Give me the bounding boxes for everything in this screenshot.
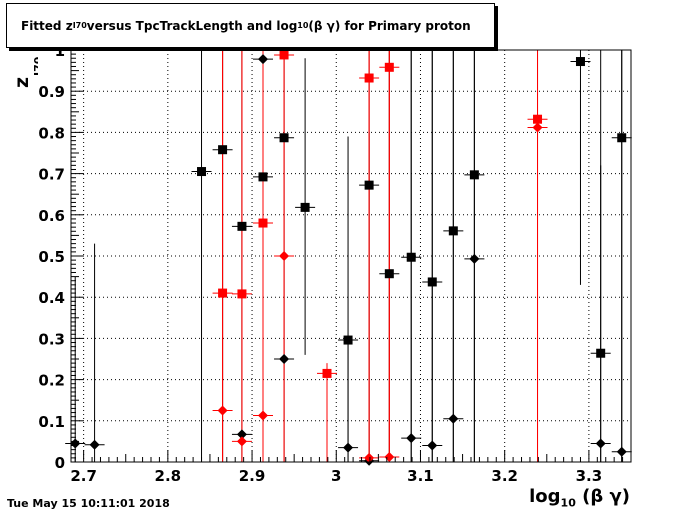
- data-point-diamond: [384, 452, 395, 463]
- data-point-square: [617, 133, 627, 143]
- data-point-square: [596, 348, 606, 358]
- y-tick-label: 0.6: [38, 207, 65, 225]
- data-point-square: [258, 218, 268, 228]
- x-tick-label: 3.3: [576, 467, 603, 485]
- x-tick-label: 2.9: [239, 467, 266, 485]
- title-mid: versus TpcTrackLength and log: [86, 18, 298, 33]
- data-point-diamond: [448, 413, 459, 424]
- y-tick-label: 0: [55, 454, 65, 472]
- x-tick-label: 3.1: [407, 467, 434, 485]
- data-point-diamond: [236, 436, 247, 447]
- data-point-diamond: [217, 405, 228, 416]
- x-axis-label: log10 (β γ): [529, 486, 630, 510]
- data-point-square: [279, 50, 289, 60]
- y-tick-label: 0.1: [38, 413, 65, 431]
- data-point-diamond: [406, 433, 417, 444]
- y-tick-label: 0.4: [38, 289, 65, 307]
- chart-title: Fitted z I70 versus TpcTrackLength and lo…: [6, 3, 495, 48]
- x-tick-label: 2.8: [155, 467, 182, 485]
- data-point-diamond: [616, 446, 627, 457]
- data-point-square: [448, 226, 458, 236]
- svg-text:I70: I70: [32, 56, 38, 76]
- data-point-diamond: [279, 354, 290, 364]
- data-point-square: [575, 57, 585, 67]
- y-tick-label: 1: [55, 42, 65, 60]
- data-point-diamond: [532, 122, 543, 133]
- svg-text:z: z: [11, 77, 33, 88]
- y-tick-label: 0.8: [38, 124, 65, 142]
- error-bars: [65, 50, 632, 462]
- data-point-diamond: [279, 251, 290, 261]
- x-tick-label: 3.2: [491, 467, 518, 485]
- data-point-square: [427, 277, 437, 287]
- data-point-square: [469, 170, 479, 180]
- y-tick-label: 0.9: [38, 83, 65, 101]
- data-point-diamond: [89, 439, 100, 450]
- title-suffix: (β γ) for Primary proton: [308, 18, 471, 33]
- markers: [70, 50, 627, 466]
- data-point-square: [384, 62, 394, 72]
- date-stamp: Tue May 15 10:11:01 2018: [7, 497, 170, 510]
- title-prefix: Fitted z: [21, 18, 73, 33]
- y-tick-label: 0.3: [38, 330, 65, 348]
- title-sub: I70: [72, 21, 87, 30]
- y-tick-label: 0.7: [38, 166, 65, 184]
- data-point-square: [197, 167, 207, 177]
- y-tick-label: 0.2: [38, 372, 65, 390]
- data-point-diamond: [427, 440, 438, 451]
- data-point-square: [218, 288, 228, 298]
- x-tick-label: 3: [331, 467, 341, 485]
- data-point-diamond: [258, 54, 268, 65]
- grid: [71, 50, 631, 462]
- data-point-square: [533, 114, 543, 124]
- data-point-diamond: [258, 410, 268, 421]
- y-axis-label: z I70: [11, 56, 38, 88]
- data-point-square: [406, 252, 416, 262]
- data-point-square: [258, 172, 268, 182]
- data-point-square: [237, 289, 247, 299]
- x-tick-label: 2.7: [70, 467, 97, 485]
- data-point-square: [218, 145, 228, 155]
- data-point-diamond: [343, 442, 354, 453]
- data-point-square: [364, 73, 374, 83]
- data-point-diamond: [70, 438, 81, 449]
- data-point-square: [300, 202, 310, 212]
- axis-ticks: [71, 49, 632, 463]
- data-point-square: [343, 335, 353, 345]
- data-point-square: [237, 221, 247, 231]
- data-point-square: [364, 180, 374, 190]
- data-point-diamond: [469, 253, 480, 264]
- data-point-diamond: [364, 452, 375, 463]
- data-point-square: [279, 133, 289, 143]
- tick-labels: 2.7 2.8 2.9 3 3.1 3.2 3.3 0 0.1 0.2 0.3 0.4 0.5 0.6 0.…: [38, 42, 602, 485]
- y-tick-label: 0.5: [38, 248, 65, 266]
- title-sub2: 10: [297, 21, 309, 30]
- data-point-diamond: [236, 429, 247, 440]
- data-point-square: [384, 269, 394, 279]
- data-point-diamond: [595, 438, 606, 449]
- data-point-square: [322, 368, 332, 378]
